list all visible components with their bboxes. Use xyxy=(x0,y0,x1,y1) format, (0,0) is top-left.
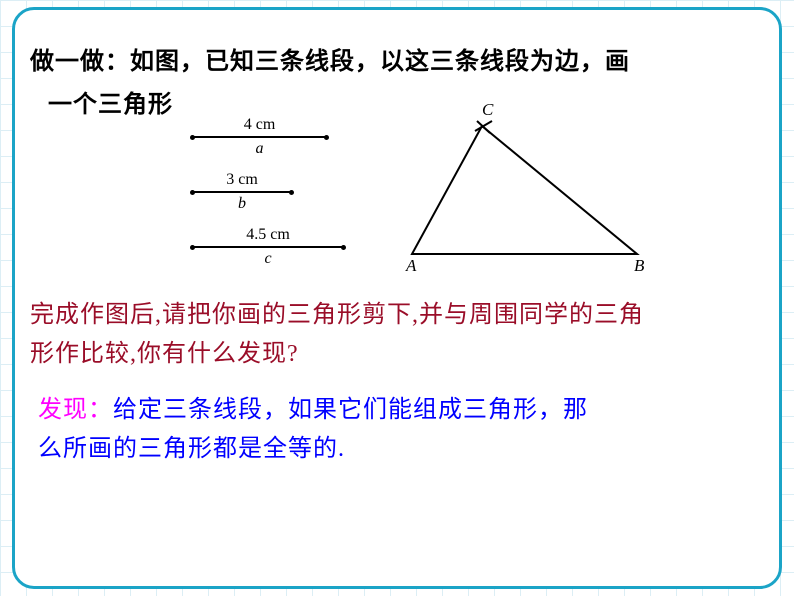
segment-a-length: 4 cm xyxy=(192,116,327,134)
segment-b-length: 3 cm xyxy=(192,171,292,189)
segment-b-name: b xyxy=(192,195,292,213)
segment-b: 3 cm b xyxy=(192,191,292,193)
vertex-label-a: A xyxy=(406,256,416,276)
diagram-container: 4 cm a 3 cm b 4.5 cm c A B C xyxy=(30,106,764,286)
finding-content-2: 么所画的三角形都是全等的. xyxy=(38,430,764,468)
triangle-shape xyxy=(412,126,637,254)
finding-content-1: 给定三条线段，如果它们能组成三角形，那 xyxy=(113,397,588,423)
vertex-label-c: C xyxy=(482,100,493,120)
finding-label: 发现： xyxy=(38,397,113,423)
triangle-panel: A B C xyxy=(382,106,662,286)
instruction-line1: 做一做：如图，已知三条线段，以这三条线段为边，画 xyxy=(30,40,764,83)
completion-line1: 完成作图后,请把你画的三角形剪下,并与周围同学的三角 xyxy=(30,296,764,334)
triangle-svg xyxy=(382,106,662,286)
completion-block: 完成作图后,请把你画的三角形剪下,并与周围同学的三角 形作比较,你有什么发现? xyxy=(30,296,764,373)
line-segments-panel: 4 cm a 3 cm b 4.5 cm c xyxy=(132,106,382,286)
segment-c-length: 4.5 cm xyxy=(192,226,344,244)
segment-a: 4 cm a xyxy=(192,136,327,138)
slide-frame: 做一做：如图，已知三条线段，以这三条线段为边，画 一个三角形 4 cm a 3 … xyxy=(12,7,782,589)
segment-c-name: c xyxy=(192,250,344,268)
completion-line2: 形作比较,你有什么发现? xyxy=(30,335,764,373)
segment-a-name: a xyxy=(192,140,327,158)
segment-c: 4.5 cm c xyxy=(192,246,344,248)
vertex-label-b: B xyxy=(634,256,644,276)
finding-block: 发现：给定三条线段，如果它们能组成三角形，那 么所画的三角形都是全等的. xyxy=(30,391,764,468)
